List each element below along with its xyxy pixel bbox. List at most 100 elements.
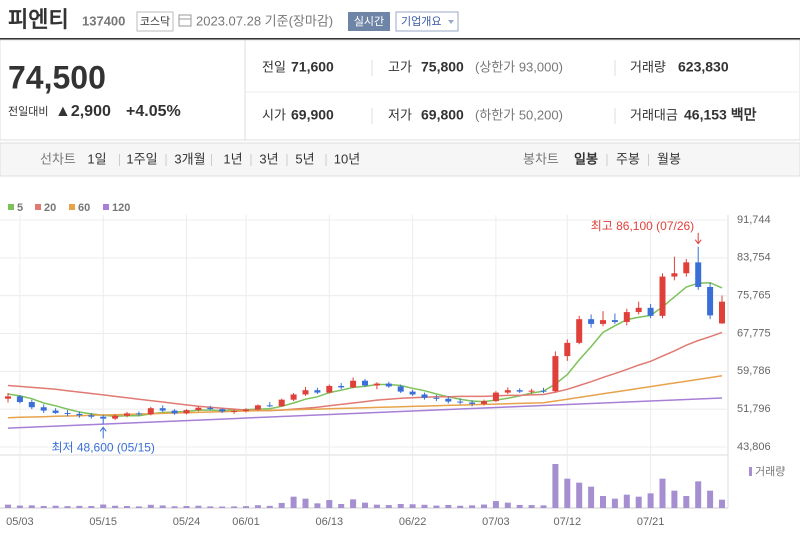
stat-value: 71,600: [291, 59, 334, 75]
tab[interactable]: 일봉: [574, 151, 598, 166]
candle-body: [659, 276, 666, 316]
candle-body: [338, 385, 345, 388]
candle-body: [481, 401, 487, 404]
candle-body: [16, 396, 23, 403]
candle-body: [326, 385, 333, 393]
y-tick-label: 59,786: [737, 365, 771, 377]
candle-body: [397, 386, 404, 392]
volume-bar: [659, 478, 666, 508]
volume-bar: [588, 486, 595, 508]
market-label: 코스닥: [140, 15, 170, 28]
tab[interactable]: 5년: [295, 151, 314, 166]
candle-body: [100, 416, 107, 419]
current-price: 74,500: [8, 59, 106, 95]
candle-body: [207, 407, 214, 410]
legend-label: 60: [78, 202, 90, 214]
stat-value: 623,830: [678, 59, 729, 75]
stat-label: 전일: [262, 59, 286, 74]
tab[interactable]: 1년: [223, 151, 242, 166]
overview-label[interactable]: 기업개요: [401, 15, 441, 28]
legend-label: 120: [112, 202, 130, 214]
volume-bar: [683, 496, 690, 508]
candle-body: [445, 398, 452, 402]
volume-bar: [481, 504, 487, 508]
change-percent: +4.05%: [126, 103, 181, 120]
candle-body: [707, 286, 714, 316]
x-tick-label: 06/01: [232, 516, 260, 528]
candle-body: [64, 412, 71, 414]
candle-body: [350, 380, 357, 388]
candle-body: [540, 390, 547, 392]
y-tick-label: 51,796: [737, 403, 771, 415]
stat-label: 거래량: [630, 59, 666, 74]
volume-bar: [719, 499, 725, 508]
candle-body: [683, 262, 690, 274]
volume-bar: [254, 505, 261, 508]
stat-value: 75,800: [421, 59, 464, 75]
candle-body: [159, 408, 166, 411]
candle-body: [266, 405, 273, 407]
candle-chart-label: 봉차트: [523, 151, 559, 166]
stat-value: 69,800: [421, 107, 464, 123]
candle-body: [409, 391, 416, 395]
tab[interactable]: 10년: [334, 151, 360, 166]
volume-bar: [266, 505, 273, 508]
volume-legend: 거래량: [755, 465, 785, 478]
x-tick-label: 07/21: [637, 516, 665, 528]
stock-name: 피엔티: [8, 7, 69, 32]
legend-label: 20: [44, 202, 56, 214]
realtime-label[interactable]: 실시간: [354, 15, 384, 28]
tab[interactable]: 3개월: [174, 151, 205, 166]
tab[interactable]: 월봉: [657, 151, 681, 166]
change-label: 전일대비: [8, 104, 48, 118]
volume-bar: [445, 504, 452, 508]
volume-bar: [707, 490, 714, 508]
x-tick-label: 07/12: [554, 516, 582, 528]
candle-body: [695, 262, 702, 287]
volume-bar: [207, 506, 214, 508]
volume-bar: [623, 494, 630, 508]
candle-body: [112, 415, 119, 419]
overview-dropdown[interactable]: [395, 11, 459, 32]
candle-body: [302, 390, 309, 395]
realtime-badge[interactable]: [348, 12, 390, 31]
tab[interactable]: 1일: [87, 151, 106, 166]
volume-bar: [219, 506, 226, 508]
candle-body: [469, 402, 476, 404]
volume-bar: [350, 499, 357, 508]
volume-bar: [28, 505, 35, 508]
candle-body: [278, 399, 285, 407]
volume-bar: [433, 505, 440, 508]
candle-body: [552, 356, 559, 392]
candle-body: [504, 390, 511, 393]
volume-bar: [635, 496, 642, 508]
summary-box: [0, 39, 800, 141]
candle-body: [373, 383, 380, 386]
high-arrow: [694, 232, 702, 245]
volume-bar: [469, 505, 476, 508]
y-tick-label: 91,744: [737, 214, 771, 226]
volume-bar: [373, 504, 380, 508]
volume-bar: [314, 503, 321, 508]
volume-bar: [671, 490, 678, 508]
volume-bar: [338, 504, 345, 508]
moving-average-line: [7, 397, 723, 429]
tab[interactable]: 1주일: [126, 151, 157, 166]
tab[interactable]: 3년: [259, 151, 278, 166]
volume-bar: [100, 504, 107, 508]
tab[interactable]: 주봉: [616, 151, 640, 166]
legend-swatch: [103, 204, 109, 210]
volume-bar: [147, 504, 154, 508]
candle-body: [195, 407, 202, 411]
candle-body: [611, 320, 618, 323]
high-annotation: 최고 86,100 (07/26): [591, 219, 694, 233]
candle-body: [124, 413, 130, 416]
candle-body: [421, 394, 428, 398]
candle-body: [588, 319, 595, 324]
volume-bar: [397, 504, 404, 508]
volume-bar: [611, 498, 618, 508]
dropdown-arrow: [448, 20, 454, 24]
candle-body: [671, 273, 678, 277]
volume-bar: [195, 505, 202, 508]
y-tick-label: 75,765: [737, 290, 771, 302]
